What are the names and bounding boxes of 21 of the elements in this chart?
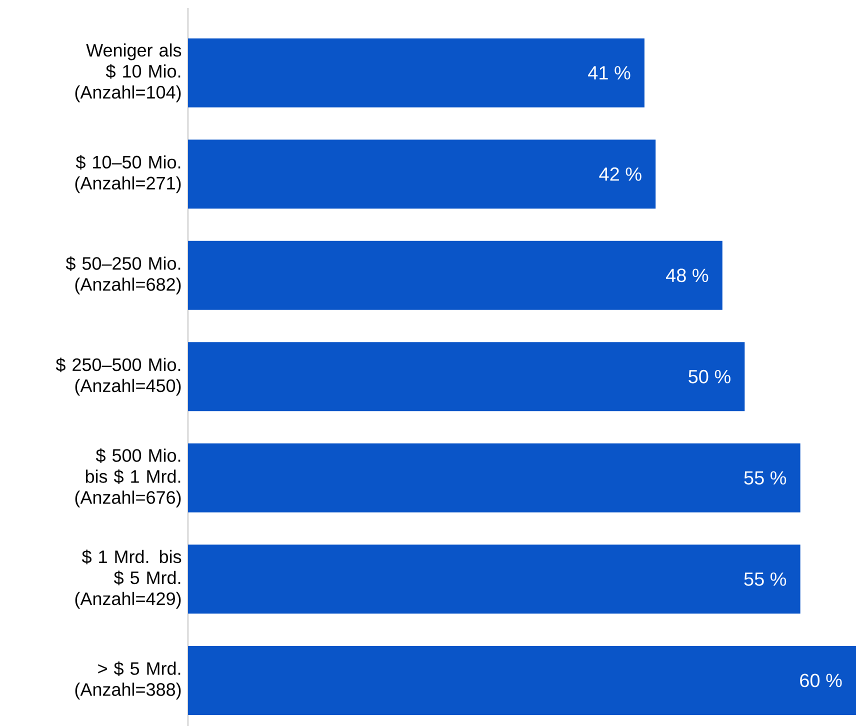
y-tick-label: $ 500 Mio. bis $ 1 Mrd. (Anzahl=676) [75, 448, 181, 508]
y-tick-label: Weniger als $ 10 Mio. (Anzahl=104) [75, 43, 182, 102]
data-label: 60 % [800, 674, 842, 688]
bar [188, 443, 800, 512]
data-label: 42 % [599, 167, 642, 181]
data-label: 55 % [744, 572, 786, 586]
bar [188, 140, 656, 209]
y-tick-label: $ 10–50 Mio. (Anzahl=271) [75, 155, 181, 194]
data-label: 41 % [588, 66, 630, 80]
bar [188, 646, 856, 715]
data-label: 48 % [666, 268, 708, 282]
bar [188, 544, 800, 614]
y-tick-label: $ 250–500 Mio. (Anzahl=450) [56, 358, 181, 396]
data-label: 55 % [744, 471, 786, 485]
y-tick-label: $ 1 Mrd. bis $ 5 Mrd. (Anzahl=429) [75, 550, 182, 609]
bar [188, 240, 722, 310]
bar [188, 342, 745, 412]
data-label: 50 % [688, 370, 730, 384]
y-tick-label: > $ 5 Mrd. (Anzahl=388) [75, 661, 181, 700]
bar [188, 38, 644, 108]
y-tick-label: $ 50–250 Mio. (Anzahl=682) [66, 256, 181, 294]
